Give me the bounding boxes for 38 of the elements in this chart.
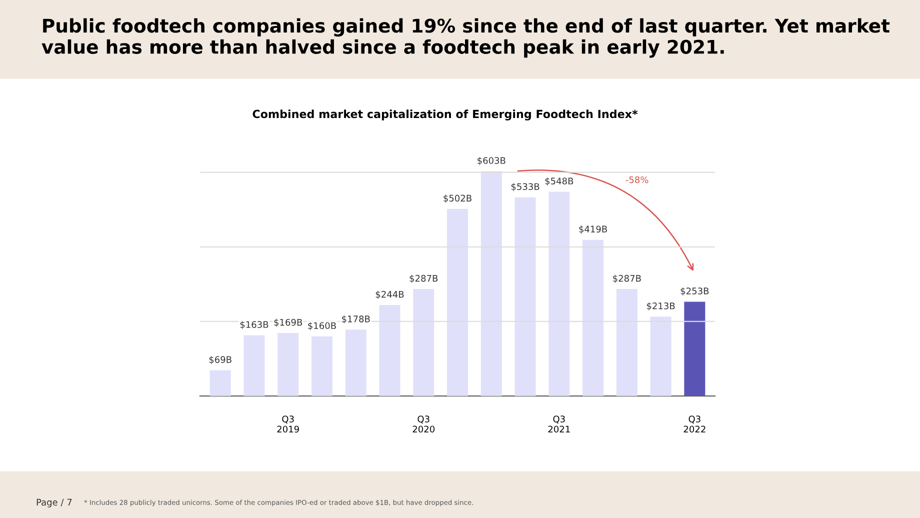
data-label: $244B: [376, 290, 404, 299]
text: Page / 7: [36, 498, 72, 508]
data-label: $178B: [342, 315, 370, 324]
bar: [582, 240, 604, 396]
bar: [480, 171, 502, 396]
data-label: $548B: [545, 177, 574, 186]
data-label: $213B: [646, 302, 675, 310]
bar: [446, 208, 468, 396]
bar: [244, 335, 265, 396]
data-label: $287B: [410, 274, 438, 283]
chart-title: Public foodtech companies gained 19% since the end of last quarter. Yet market value has more than halved since a foodtech peak in early 2021.: [42, 18, 890, 58]
chart-subtitle: Combined market capitalization of Emerging Foodtech Index*: [252, 110, 638, 120]
data-label: $287B: [613, 274, 641, 283]
bar: [379, 305, 400, 396]
data-label: $533B: [511, 183, 540, 192]
data-label: $603B: [478, 156, 506, 166]
data-label: $169B: [274, 318, 302, 327]
data-label: $160B: [308, 322, 336, 330]
bar: [514, 197, 536, 396]
annotation: -58%: [626, 176, 648, 184]
data-label: $69B: [209, 356, 232, 364]
bar: [278, 333, 299, 396]
bar: [311, 336, 332, 396]
x-tick-label: Q3 2019: [277, 416, 299, 433]
x-tick-label: Q3 2021: [548, 416, 570, 433]
data-label: $502B: [444, 194, 472, 203]
bar: [650, 316, 672, 396]
x-tick-label: Q3 2022: [684, 416, 706, 433]
bar: [616, 289, 638, 396]
bar: [413, 289, 434, 396]
bar: [684, 302, 706, 396]
data-label: $163B: [240, 320, 268, 330]
x-tick-label: Q3 2020: [412, 416, 435, 433]
bar: [210, 370, 231, 396]
data-label: $419B: [579, 226, 607, 234]
bar: [345, 330, 366, 396]
data-label: $253B: [680, 287, 709, 296]
bar: [548, 192, 570, 396]
